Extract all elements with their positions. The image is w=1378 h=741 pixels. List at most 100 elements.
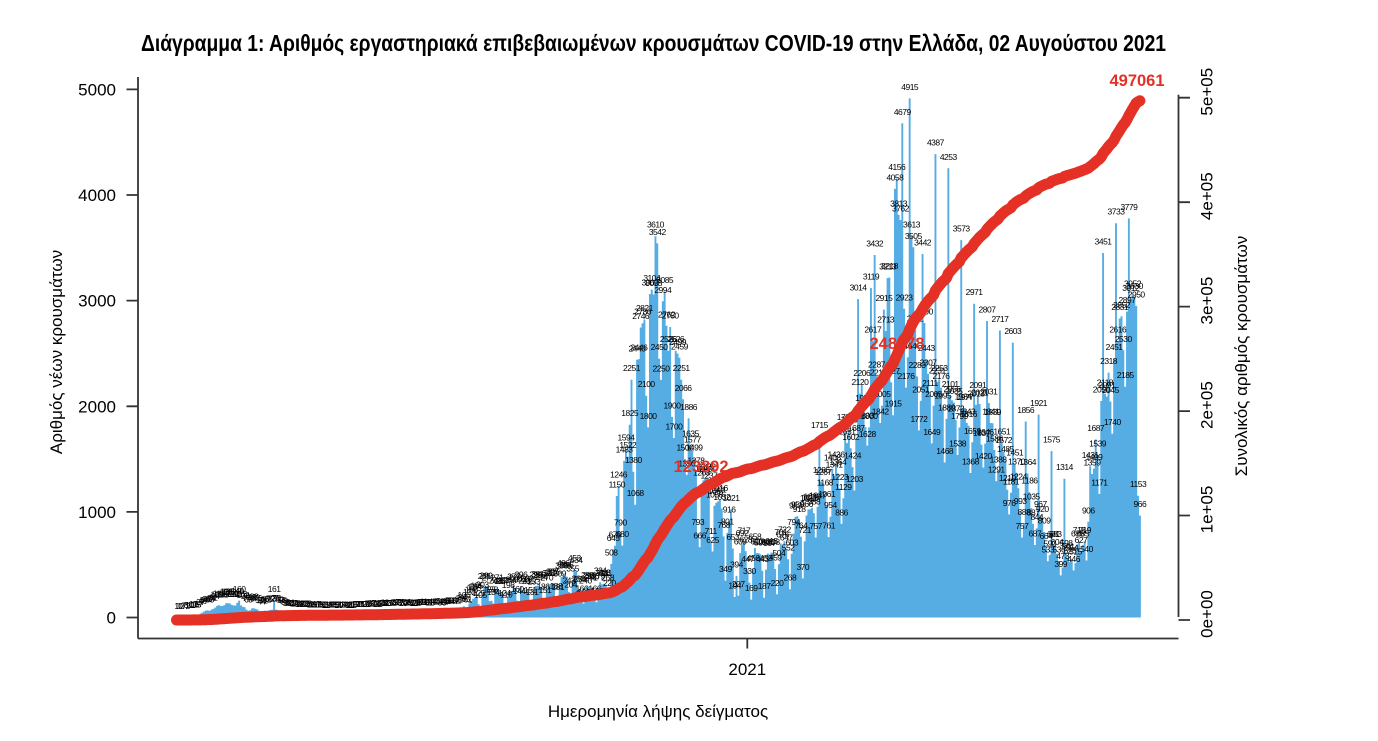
svg-text:1223: 1223 [831, 472, 849, 482]
svg-text:1424: 1424 [844, 451, 862, 461]
svg-text:2831: 2831 [1111, 302, 1129, 312]
svg-text:82: 82 [251, 592, 260, 602]
svg-text:166: 166 [588, 584, 601, 594]
svg-text:61: 61 [463, 595, 472, 605]
svg-text:3014: 3014 [850, 283, 868, 293]
svg-text:30: 30 [382, 598, 391, 608]
svg-text:119: 119 [226, 588, 239, 598]
svg-text:1298: 1298 [695, 464, 713, 474]
svg-text:1839: 1839 [984, 407, 1002, 417]
svg-text:51: 51 [452, 596, 461, 606]
svg-text:3030: 3030 [1126, 281, 1144, 291]
svg-text:17: 17 [194, 599, 203, 609]
svg-text:2287: 2287 [868, 359, 886, 369]
svg-text:801: 801 [721, 516, 734, 526]
svg-text:248378: 248378 [869, 335, 924, 353]
svg-text:3012: 3012 [1122, 283, 1140, 293]
svg-text:916: 916 [723, 504, 736, 514]
svg-text:1886: 1886 [680, 402, 698, 412]
svg-text:1499: 1499 [686, 443, 704, 453]
svg-text:15: 15 [193, 599, 202, 609]
svg-text:2713: 2713 [877, 315, 895, 325]
svg-text:63: 63 [244, 594, 253, 604]
svg-text:3052: 3052 [1124, 279, 1142, 289]
svg-text:3451: 3451 [1095, 237, 1113, 247]
svg-text:35: 35 [390, 597, 399, 607]
svg-text:17: 17 [189, 599, 198, 609]
svg-text:3085: 3085 [656, 275, 674, 285]
svg-text:15: 15 [331, 599, 340, 609]
svg-text:1022: 1022 [800, 493, 818, 503]
svg-text:2464: 2464 [899, 341, 917, 351]
svg-text:13: 13 [333, 600, 342, 610]
svg-text:4679: 4679 [894, 107, 912, 117]
svg-text:15: 15 [316, 599, 325, 609]
svg-text:687: 687 [1029, 528, 1042, 538]
svg-text:764: 764 [795, 520, 808, 530]
svg-text:4058: 4058 [886, 172, 904, 182]
svg-text:268: 268 [784, 573, 797, 583]
svg-text:254: 254 [574, 574, 587, 584]
svg-text:3442: 3442 [914, 238, 932, 248]
svg-text:37: 37 [196, 597, 205, 607]
svg-text:1577: 1577 [684, 434, 702, 444]
svg-text:3613: 3613 [903, 219, 921, 229]
svg-text:31: 31 [286, 598, 295, 608]
svg-text:151: 151 [539, 585, 552, 595]
svg-text:993: 993 [1014, 496, 1027, 506]
svg-text:11: 11 [346, 600, 355, 610]
svg-text:1314: 1314 [1056, 462, 1074, 472]
svg-text:102: 102 [236, 590, 249, 600]
svg-text:106: 106 [458, 590, 471, 600]
svg-text:61: 61 [454, 595, 463, 605]
svg-text:39: 39 [417, 597, 426, 607]
svg-text:10: 10 [334, 600, 343, 610]
svg-text:1153: 1153 [1130, 479, 1147, 489]
svg-text:1237: 1237 [700, 470, 718, 480]
svg-text:1408: 1408 [824, 452, 842, 462]
svg-text:2459: 2459 [671, 341, 689, 351]
svg-text:1087: 1087 [708, 486, 726, 496]
svg-text:134: 134 [487, 587, 500, 597]
svg-text:603: 603 [785, 537, 798, 547]
svg-text:1485: 1485 [997, 444, 1015, 454]
svg-text:1129: 1129 [835, 482, 852, 492]
svg-text:105: 105 [474, 590, 487, 600]
svg-text:679: 679 [609, 529, 622, 539]
svg-text:311: 311 [600, 568, 613, 578]
svg-text:312: 312 [544, 568, 557, 578]
svg-text:2499: 2499 [669, 337, 687, 347]
svg-text:1651: 1651 [993, 427, 1011, 437]
svg-text:144: 144 [513, 586, 526, 596]
svg-text:2101: 2101 [942, 379, 960, 389]
svg-text:2617: 2617 [864, 325, 882, 335]
svg-text:48: 48 [443, 596, 452, 606]
svg-text:268: 268 [509, 573, 522, 583]
svg-text:3542: 3542 [649, 227, 667, 237]
svg-text:2100: 2100 [638, 379, 656, 389]
svg-text:57: 57 [200, 595, 209, 605]
svg-text:888: 888 [1018, 507, 1031, 517]
svg-text:2307: 2307 [920, 357, 938, 367]
svg-text:711: 711 [705, 526, 718, 536]
svg-text:1700: 1700 [665, 421, 683, 431]
svg-text:186: 186 [537, 581, 550, 591]
svg-text:606: 606 [761, 537, 774, 547]
svg-text:1370: 1370 [1008, 456, 1026, 466]
svg-text:166: 166 [575, 584, 588, 594]
svg-text:459: 459 [769, 553, 782, 563]
svg-text:296: 296 [515, 570, 528, 580]
svg-text:181: 181 [551, 582, 564, 592]
svg-text:114: 114 [228, 589, 241, 599]
svg-text:2031: 2031 [980, 387, 998, 397]
svg-text:976: 976 [1003, 498, 1016, 508]
svg-text:70: 70 [246, 594, 255, 604]
svg-text:967: 967 [1034, 499, 1047, 509]
svg-text:1659: 1659 [964, 426, 982, 436]
svg-text:552: 552 [782, 543, 795, 553]
svg-text:757: 757 [1016, 521, 1029, 531]
svg-text:406: 406 [557, 558, 570, 568]
svg-text:274: 274 [535, 572, 548, 582]
svg-text:113: 113 [229, 589, 242, 599]
svg-text:658: 658 [749, 532, 762, 542]
